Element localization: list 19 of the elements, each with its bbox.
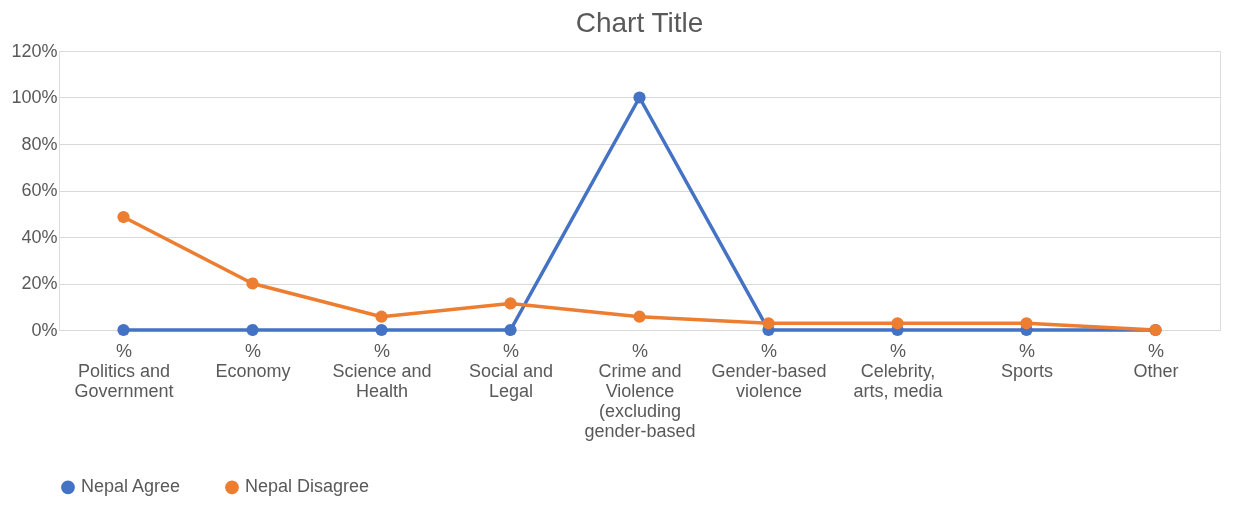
x-tick-label: % Crime and Violence (excluding gender-based bbox=[584, 340, 696, 441]
x-tick-label: % Celebrity, arts, media bbox=[853, 340, 944, 401]
y-tick-label: 40% bbox=[21, 226, 58, 247]
y-tick-label: 60% bbox=[21, 180, 58, 200]
legend-label: Nepal Agree bbox=[81, 476, 181, 497]
y-tick-label: 20% bbox=[21, 273, 58, 293]
x-tick-label: % Politics and Government bbox=[74, 340, 174, 401]
y-tick-label: 100% bbox=[11, 87, 58, 107]
x-tick-label: % Other bbox=[1133, 340, 1179, 381]
y-tick-label: 120% bbox=[11, 40, 58, 61]
x-tick-label: % Social and Legal bbox=[468, 340, 554, 401]
y-tick-label: 80% bbox=[21, 133, 58, 154]
y-tick-label: 0% bbox=[31, 319, 58, 340]
chart-title: Chart Title bbox=[575, 7, 704, 38]
legend-label: Nepal Disagree bbox=[245, 476, 370, 497]
x-tick-label: % Economy bbox=[215, 340, 291, 381]
x-tick-label: % Science and Health bbox=[332, 340, 432, 401]
x-tick-label: % Gender-based violence bbox=[711, 340, 827, 401]
x-tick-label: % Sports bbox=[1000, 340, 1054, 381]
